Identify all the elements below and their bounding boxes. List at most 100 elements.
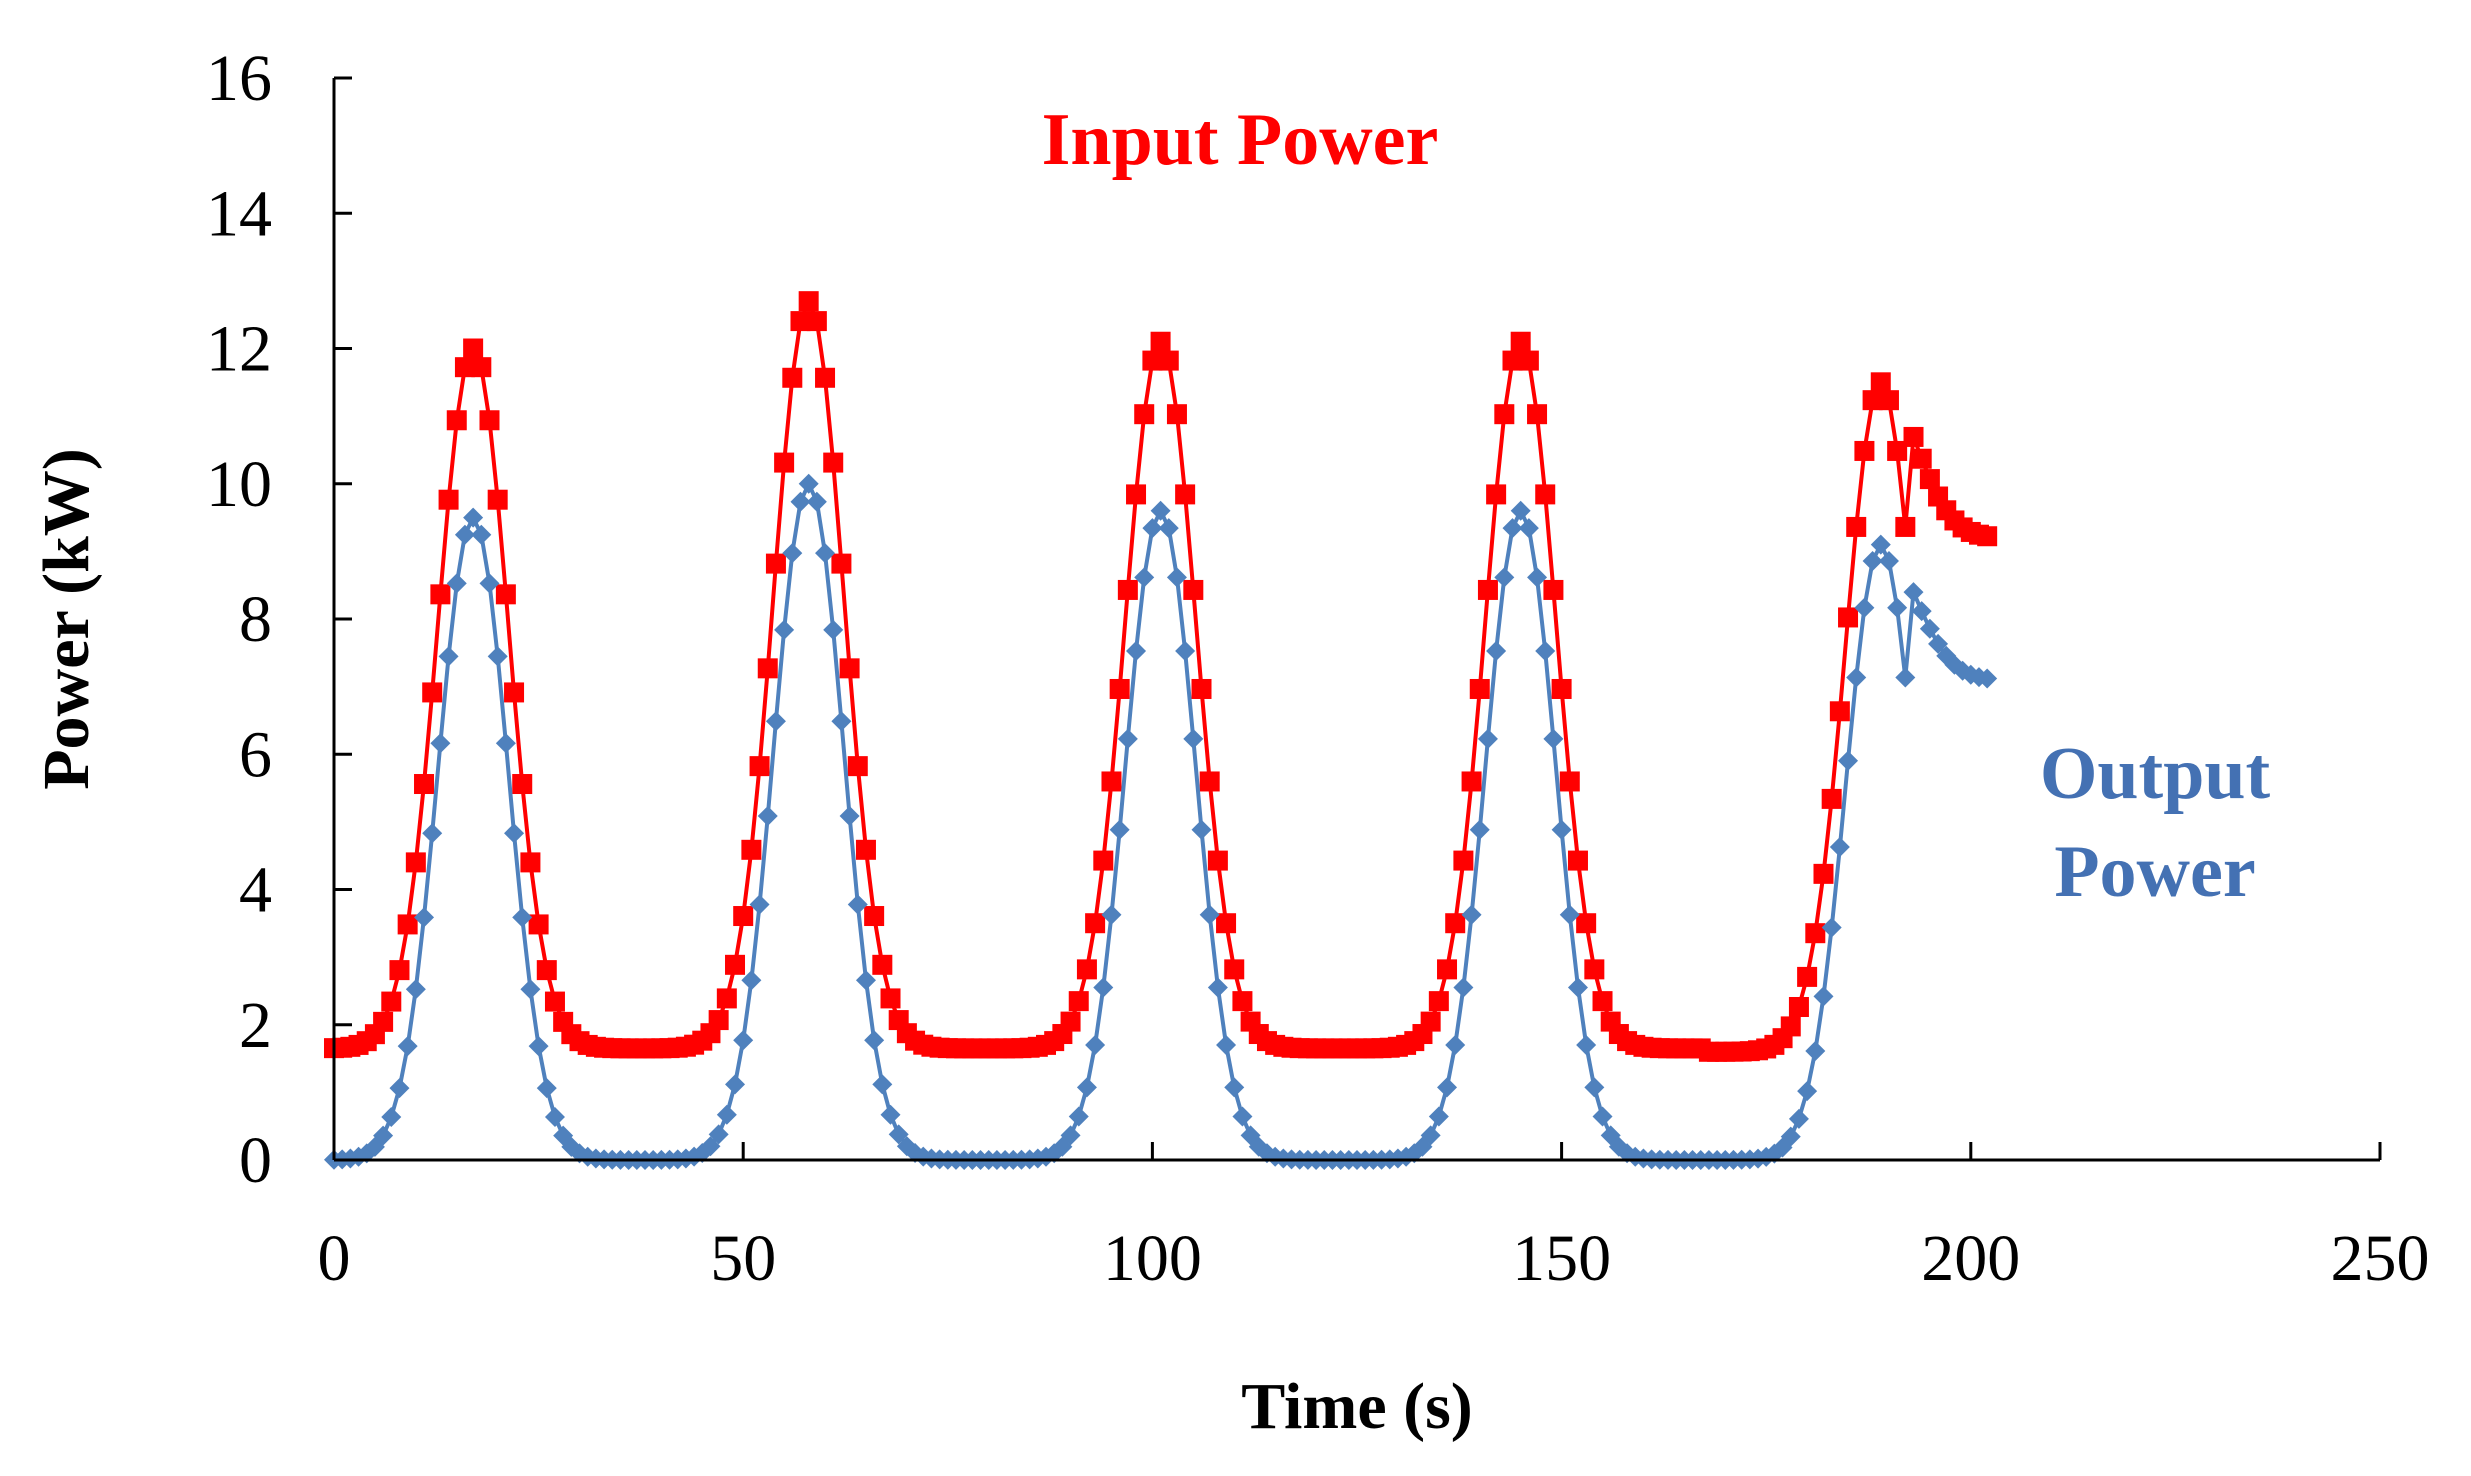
data-point — [1453, 850, 1474, 871]
data-point — [544, 991, 565, 1012]
data-point — [536, 960, 557, 981]
data-point — [1101, 904, 1122, 925]
data-point — [454, 524, 475, 545]
data-point — [1559, 904, 1580, 925]
data-point — [1076, 959, 1097, 980]
data-point — [1813, 986, 1834, 1007]
data-point — [1126, 484, 1147, 505]
data-point — [381, 1107, 402, 1128]
data-point — [1232, 1106, 1253, 1127]
data-point — [1068, 1106, 1089, 1127]
data-point — [430, 733, 451, 754]
data-point — [1117, 728, 1138, 749]
input-power-label: Input Power — [1042, 99, 1439, 181]
data-point — [806, 311, 827, 332]
data-point — [700, 1136, 721, 1157]
data-point — [790, 491, 811, 512]
data-point — [454, 357, 475, 378]
y-tick-label: 10 — [206, 448, 272, 521]
y-tick-label: 12 — [206, 313, 272, 386]
data-point — [405, 852, 426, 873]
data-point — [397, 914, 418, 935]
data-point — [1788, 1108, 1809, 1129]
data-point — [1494, 567, 1515, 588]
data-point — [1870, 372, 1891, 393]
data-point — [528, 914, 549, 935]
data-point — [749, 756, 770, 777]
data-point — [1903, 582, 1924, 603]
x-tick-label: 250 — [2331, 1222, 2430, 1295]
data-point — [1788, 996, 1809, 1017]
data-point — [1101, 771, 1122, 792]
data-point — [504, 682, 525, 703]
data-point — [806, 491, 827, 512]
output-power-label: Output Power — [2040, 733, 2271, 913]
data-point — [1142, 518, 1163, 539]
data-point — [1453, 977, 1474, 998]
x-tick-label: 200 — [1921, 1222, 2020, 1295]
data-point — [1109, 678, 1130, 699]
data-point — [733, 1030, 754, 1051]
data-point — [1846, 516, 1867, 537]
data-point — [1199, 771, 1220, 792]
data-point — [471, 524, 492, 545]
data-point — [1854, 597, 1875, 618]
data-point — [463, 338, 484, 359]
data-point — [446, 410, 467, 431]
data-point — [1445, 1034, 1466, 1055]
data-point — [1437, 959, 1458, 980]
x-tick-label: 0 — [318, 1222, 351, 1295]
data-point — [1158, 518, 1179, 539]
axes-layer: 0 2 4 6 8 10 12 14 16 0 50 100 150 200 250 Time (s) Powe… — [30, 42, 2430, 1443]
data-point — [1117, 579, 1138, 600]
data-point — [782, 543, 803, 564]
data-point — [815, 543, 836, 564]
data-point — [397, 1036, 418, 1057]
data-point — [1527, 404, 1548, 425]
data-point — [1567, 850, 1588, 871]
data-point — [1224, 1077, 1245, 1098]
data-point — [1445, 913, 1466, 934]
data-point — [872, 1074, 893, 1095]
data-point — [1567, 977, 1588, 998]
data-point — [741, 970, 762, 991]
y-tick-label: 16 — [206, 42, 272, 115]
data-point — [1576, 913, 1597, 934]
x-tick-label: 50 — [710, 1222, 776, 1295]
data-point — [479, 410, 500, 431]
data-point — [1060, 1125, 1081, 1146]
data-point — [1183, 728, 1204, 749]
data-point — [749, 894, 770, 915]
data-point — [1191, 678, 1212, 699]
data-point — [741, 839, 762, 860]
data-point — [1895, 667, 1916, 688]
data-point — [446, 573, 467, 594]
data-point — [373, 1125, 394, 1146]
data-point — [1085, 1034, 1106, 1055]
data-point — [512, 907, 533, 928]
y-tick-label: 0 — [239, 1124, 272, 1197]
data-point — [757, 658, 778, 679]
data-point — [544, 1107, 565, 1128]
data-point — [725, 1074, 746, 1095]
data-point — [405, 979, 426, 1000]
data-point — [1175, 484, 1196, 505]
data-point — [381, 991, 402, 1012]
data-point — [1780, 1016, 1801, 1037]
data-point — [1813, 863, 1834, 884]
data-point — [1862, 390, 1883, 411]
data-point — [815, 367, 836, 388]
data-point — [1551, 678, 1572, 699]
y-tick-label: 4 — [239, 854, 272, 927]
data-point — [872, 954, 893, 975]
output-power-label-line: Power — [2054, 831, 2255, 913]
data-point — [1895, 516, 1916, 537]
y-tick-label: 14 — [206, 177, 272, 250]
data-point — [389, 960, 410, 981]
data-point — [1469, 819, 1490, 840]
data-point — [422, 682, 443, 703]
data-point — [373, 1011, 394, 1032]
data-point — [1592, 1106, 1613, 1127]
